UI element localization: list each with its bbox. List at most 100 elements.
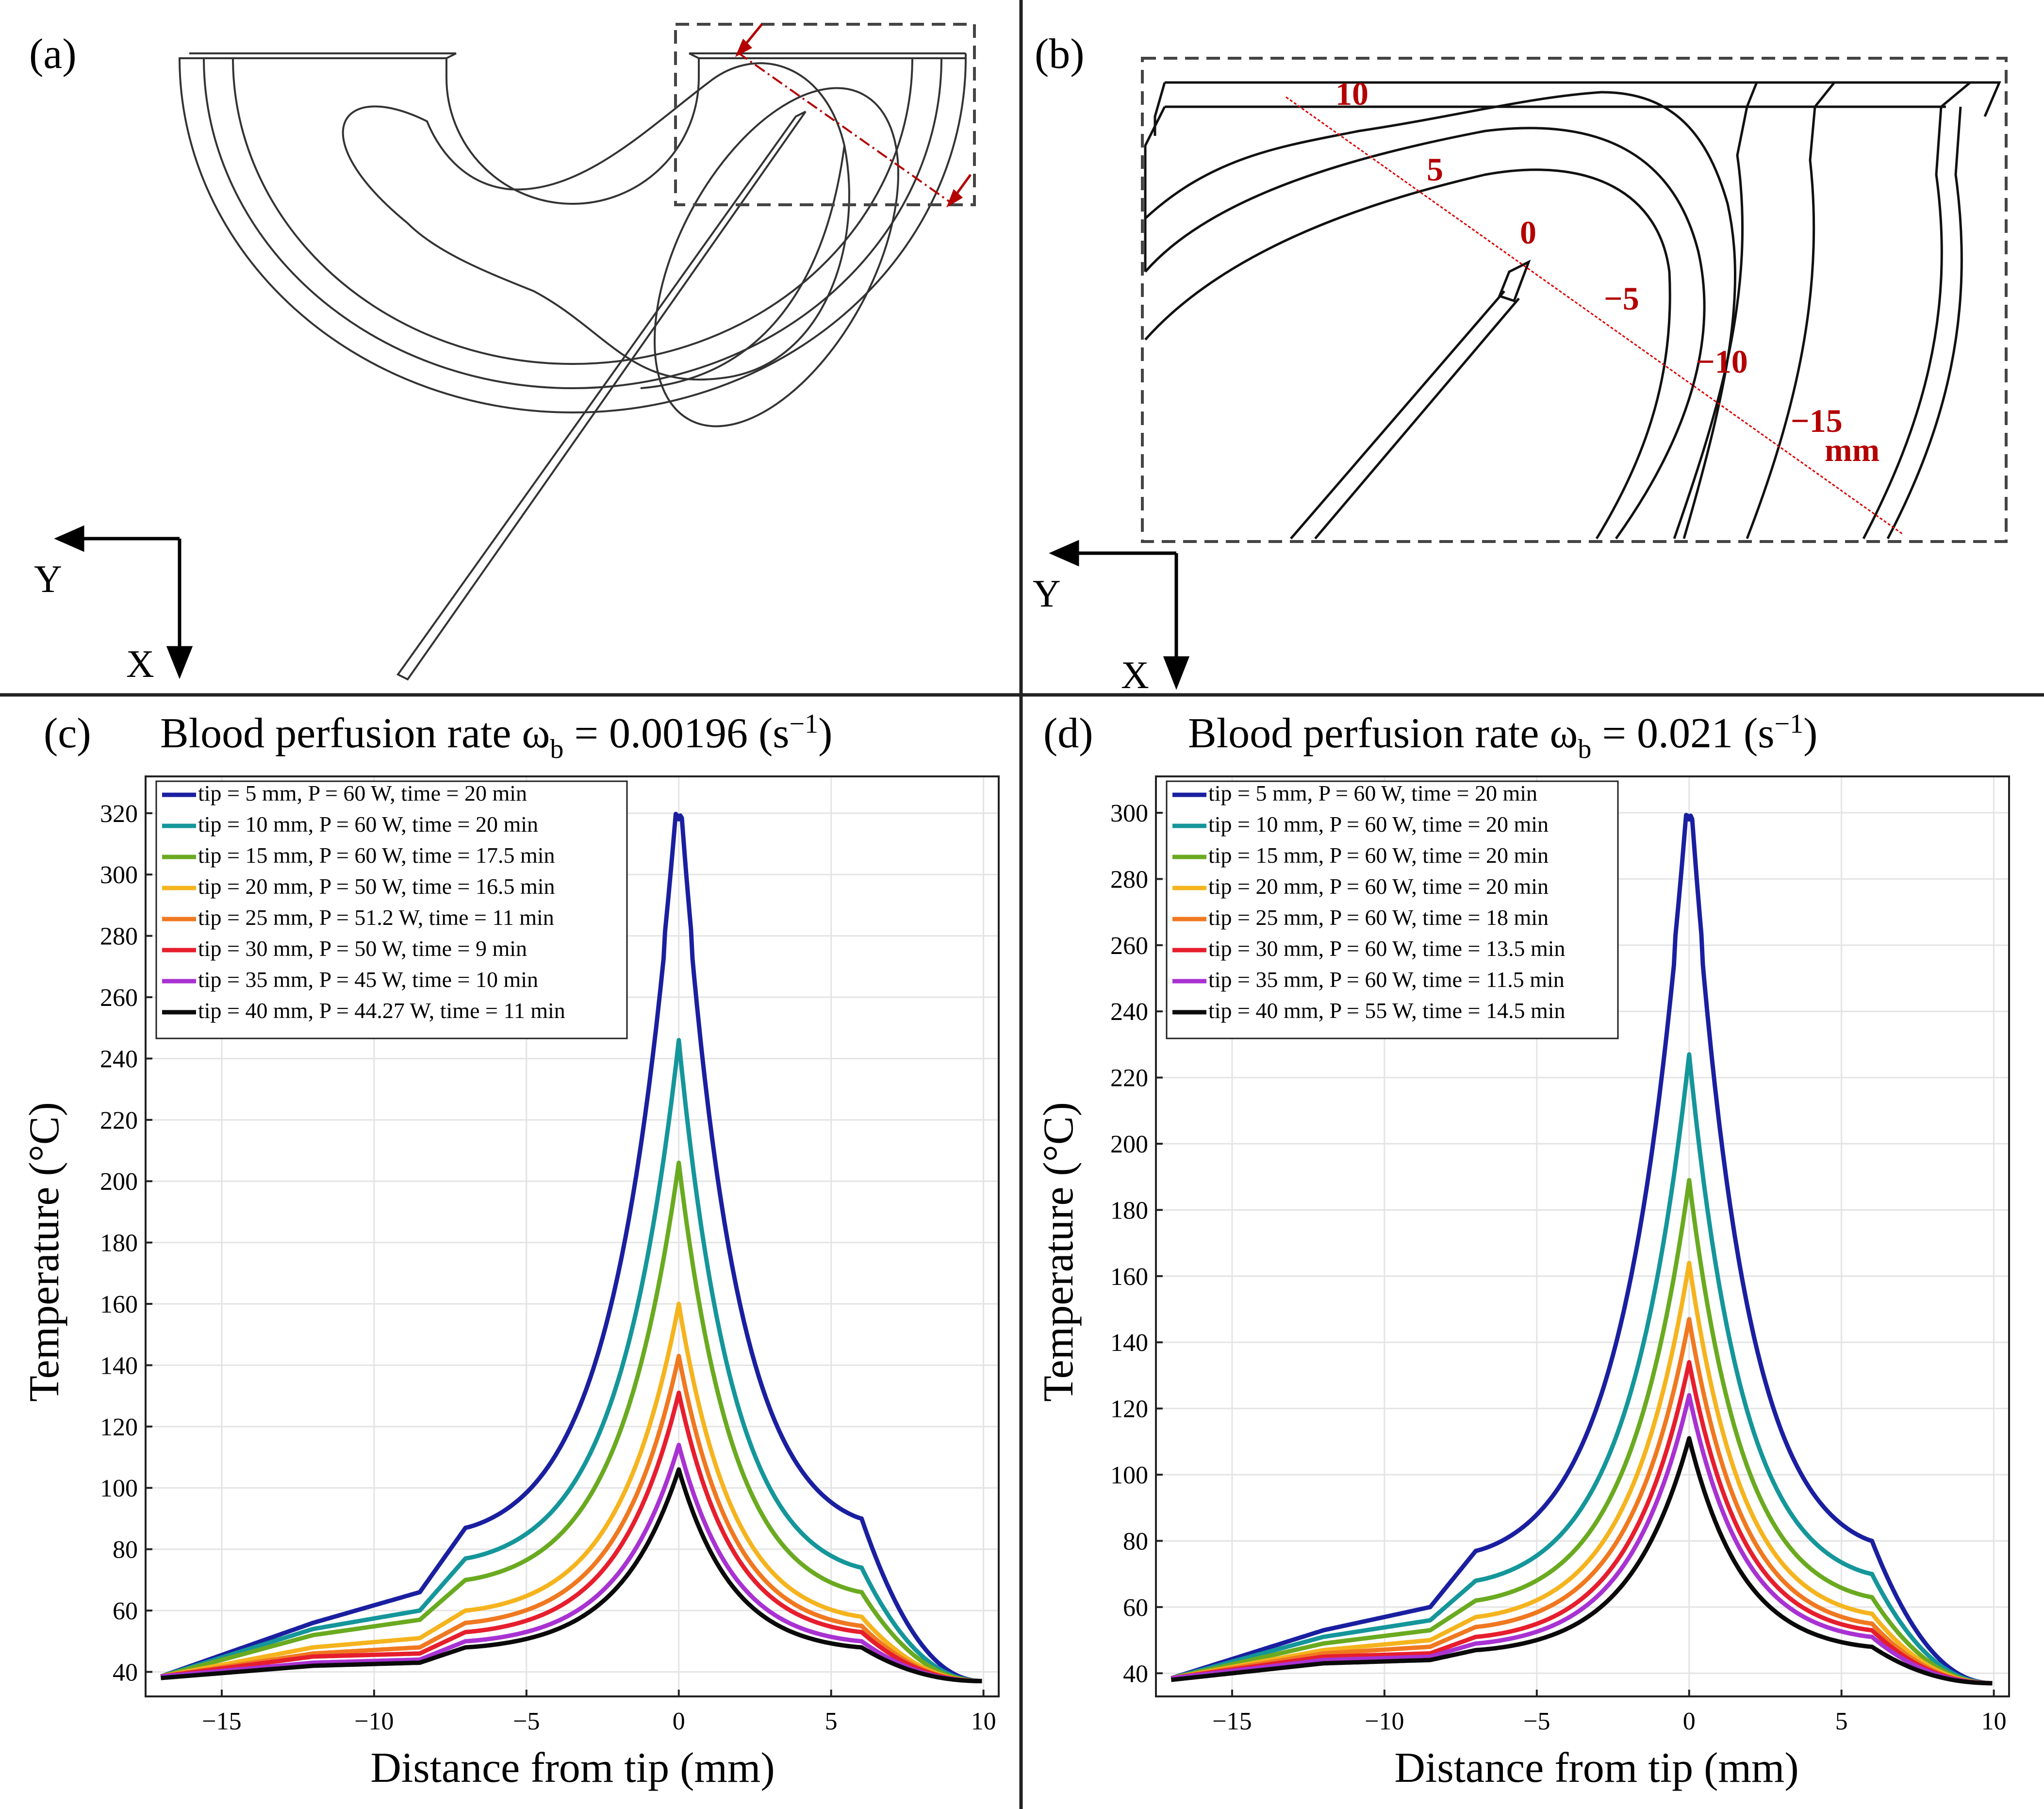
y-tick-label: 160 [1110,1263,1148,1291]
y-tick-label: 240 [1110,998,1148,1026]
x-tick-label: 0 [1683,1708,1696,1735]
panel-label-c: (c) [44,710,91,757]
panel-label-d: (d) [1043,710,1093,757]
chart-title: Blood perfusion rate ωb = 0.00196 (s−1) [160,709,832,764]
y-tick-label: 120 [100,1414,138,1441]
chart-c: (c) Blood perfusion rate ωb = 0.00196 (s… [21,709,1000,1792]
detail-geometry [1144,81,2001,540]
y-tick-label: 40 [1123,1660,1148,1688]
y-tick-label: 260 [1110,932,1148,960]
y-tick-label: 200 [100,1168,138,1196]
y-tick-label: 300 [100,861,138,889]
series-line [1170,1261,1993,1686]
geometry-drawing [178,52,967,681]
y-tick-label: 180 [100,1230,138,1257]
x-tick-label: 10 [1981,1708,2007,1735]
panel-b: (b) 10 5 0 −5 −10 −15 mm Y [1033,31,2008,697]
y-tick-label: 60 [113,1597,138,1625]
y-tick-label: 80 [113,1536,138,1564]
legend-box [1166,780,1619,1039]
legend-box [155,780,628,1039]
panel-label-b: (b) [1035,31,1085,78]
y-tick-label: 280 [100,923,138,951]
y-tick-label: 240 [100,1045,138,1073]
zoom-box [1141,57,2008,543]
x-axis-label: Distance from tip (mm) [370,1744,775,1792]
y-tick-label: 140 [100,1352,138,1380]
series-line [160,811,983,1683]
y-tick-label: 180 [1110,1197,1148,1224]
y-tick-label: 100 [100,1475,138,1502]
y-tick-label: 40 [113,1659,138,1686]
series-line [160,1390,983,1683]
zoom-box [674,23,976,206]
coordinate-axes [1049,540,1190,690]
x-tick-label: −15 [1212,1708,1252,1735]
x-axis-label: Distance from tip (mm) [1394,1744,1798,1792]
legend-entry: tip = 20 mm, P = 50 W, time = 16.5 min [198,874,555,899]
series-line [1170,1393,1993,1686]
series-line [1170,1360,1993,1686]
legend-entry: tip = 5 mm, P = 60 W, time = 20 min [198,781,527,806]
y-tick-label: 200 [1110,1131,1148,1158]
series-line [160,1160,983,1683]
plot-frame [145,775,1000,1697]
legend-entry: tip = 5 mm, P = 60 W, time = 20 min [1208,781,1537,806]
y-tick-label: 260 [100,984,138,1012]
chart-title: Blood perfusion rate ωb = 0.021 (s−1) [1188,709,1817,764]
panel-label-a: (a) [29,31,77,78]
scale-tick-0: 0 [1520,214,1536,251]
series-line [1170,1178,1993,1686]
y-tick-label: 60 [1123,1594,1148,1622]
scale-tick-minus5: −5 [1604,280,1639,317]
series-line [1170,1052,1993,1686]
x-tick-label: −15 [202,1708,241,1735]
legend-entry: tip = 30 mm, P = 50 W, time = 9 min [198,936,527,961]
series-line [1170,813,1993,1686]
x-tick-label: 0 [673,1708,685,1735]
y-tick-label: 220 [1110,1065,1148,1092]
series-line [160,1467,983,1683]
series-line [160,1301,983,1683]
legend-entry: tip = 40 mm, P = 55 W, time = 14.5 min [1208,998,1566,1023]
y-tick-label: 220 [100,1107,138,1135]
y-tick-label: 320 [100,800,138,828]
x-tick-label: −5 [1523,1708,1550,1735]
legend-entry: tip = 15 mm, P = 60 W, time = 20 min [1208,843,1549,868]
y-tick-label: 120 [1110,1396,1148,1423]
legend-entry: tip = 30 mm, P = 60 W, time = 13.5 min [1208,936,1566,961]
axis-letter-x: X [1121,654,1149,697]
x-tick-label: −10 [1365,1708,1404,1735]
y-axis-label: Temperature (°C) [1035,1102,1082,1402]
x-tick-label: −5 [513,1708,540,1735]
legend-entry: tip = 10 mm, P = 60 W, time = 20 min [198,812,538,837]
legend-entry: tip = 25 mm, P = 60 W, time = 18 min [1208,905,1549,930]
scale-unit: mm [1825,431,1879,468]
series-line [1170,1436,1993,1686]
axis-letter-y: Y [1033,573,1061,615]
coordinate-axes [54,525,193,679]
axis-letter-y: Y [34,558,62,601]
scale-tick-10: 10 [1335,75,1368,112]
y-tick-label: 160 [100,1291,138,1318]
series-line [160,1443,983,1683]
scale-tick-5: 5 [1427,151,1443,188]
x-tick-label: 5 [1835,1708,1848,1735]
legend-entry: tip = 10 mm, P = 60 W, time = 20 min [1208,812,1549,837]
y-tick-label: 140 [1110,1329,1148,1357]
chart-d: (d) Blood perfusion rate ωb = 0.021 (s−1… [1035,709,2010,1792]
axis-letter-x: X [126,643,154,686]
y-axis-label: Temperature (°C) [21,1102,68,1402]
plot-frame [1155,775,2010,1697]
legend-entry: tip = 35 mm, P = 45 W, time = 10 min [198,967,538,992]
legend-entry: tip = 35 mm, P = 60 W, time = 11.5 min [1208,967,1565,992]
y-tick-label: 80 [1123,1528,1148,1555]
scale-tick-minus15: −15 [1791,402,1843,439]
legend-entry: tip = 15 mm, P = 60 W, time = 17.5 min [198,843,555,868]
x-tick-label: 10 [971,1708,996,1735]
scale-tick-minus10: −10 [1696,343,1748,380]
x-tick-label: 5 [825,1708,838,1735]
measurement-line [737,51,952,204]
legend-entry: tip = 20 mm, P = 60 W, time = 20 min [1208,874,1549,899]
